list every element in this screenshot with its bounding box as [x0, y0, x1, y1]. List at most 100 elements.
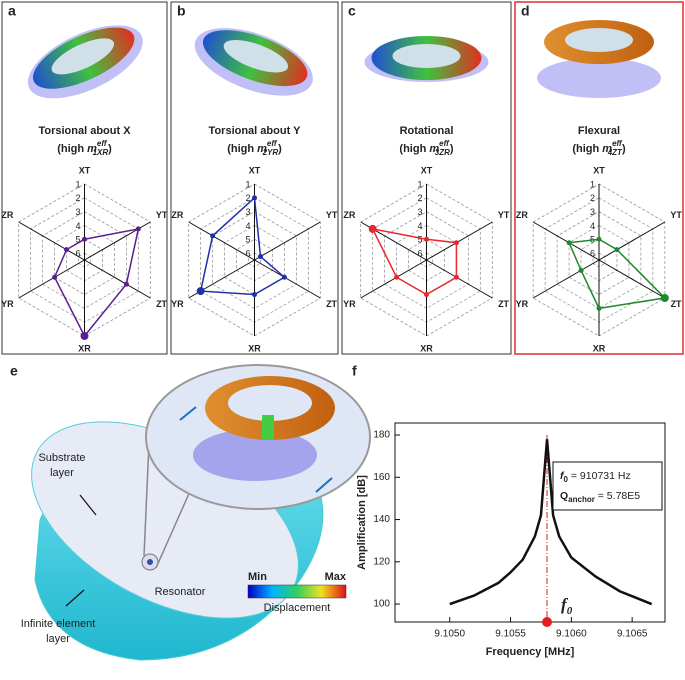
text-part: eff	[439, 139, 450, 148]
r-tick-label: 4	[245, 221, 250, 231]
radar-point	[368, 224, 377, 233]
r-tick-label: 6	[590, 248, 595, 258]
text-part: Torsional about Y	[209, 125, 302, 137]
panel-label: b	[177, 3, 186, 19]
radar-axis	[188, 221, 255, 261]
axis-label: XT	[593, 165, 605, 175]
y-tick-label: 120	[373, 556, 390, 567]
panel-label: f	[352, 363, 357, 379]
radar-axis	[426, 259, 493, 299]
radar-point	[252, 292, 257, 298]
y-axis-title: Amplification [dB]	[356, 475, 368, 570]
radar-point	[596, 236, 602, 242]
text-part: eff	[267, 139, 278, 148]
text-part: 0	[567, 605, 573, 617]
r-tick-label: 4	[590, 221, 595, 231]
radar-point	[453, 274, 459, 280]
text-part: )	[278, 143, 282, 155]
radar-point	[453, 240, 459, 246]
radar-point	[80, 332, 89, 340]
text-part: Rotational	[400, 125, 454, 137]
infinite-label: Infinite element	[21, 618, 96, 630]
r-tick-label: 1	[245, 179, 250, 189]
r-tick-label: 3	[590, 207, 595, 217]
ring-hole	[565, 28, 633, 52]
fem-model	[31, 364, 371, 661]
axis-label: YT	[156, 210, 168, 220]
ring-hole	[223, 40, 289, 73]
mode-note: (high meff 2YR)	[227, 139, 282, 157]
axis-label: YR	[516, 299, 529, 309]
radar-axis	[254, 221, 321, 261]
radar-point	[64, 247, 70, 253]
x-tick-label: 9.1055	[495, 629, 526, 640]
panel-frame	[170, 1, 339, 355]
radar-axis	[532, 221, 600, 261]
mode-title: Torsional about Y	[209, 125, 302, 137]
r-tick-label: 5	[75, 235, 80, 245]
r-tick-label: 3	[245, 207, 250, 217]
radar-point	[394, 274, 400, 280]
resonator-label: Resonator	[155, 586, 206, 598]
x-tick-label: 9.1065	[617, 629, 648, 640]
mode-title: Flexural	[578, 125, 620, 137]
panel-label: a	[8, 3, 16, 19]
r-tick-label: 4	[75, 221, 80, 231]
text-part: )	[622, 143, 626, 155]
y-tick-label: 160	[373, 472, 390, 483]
text-part: m	[429, 143, 439, 155]
axis-label: ZT	[671, 299, 682, 309]
text-part: Flexural	[578, 125, 620, 137]
radar-point	[257, 254, 263, 260]
radar-axis	[254, 259, 321, 299]
panel-label: c	[348, 3, 356, 19]
radar-axis	[426, 221, 493, 261]
ring-hole	[51, 38, 115, 75]
text-part: m	[602, 143, 612, 155]
radar-point	[82, 236, 87, 242]
annotation: Qanchor = 5.78E5	[560, 490, 640, 504]
axis-label: ZR	[516, 210, 528, 220]
annotation: f0 = 910731 Hz	[560, 470, 631, 484]
annotation-box	[552, 461, 663, 511]
text-part: eff	[612, 139, 623, 148]
radar-point	[123, 281, 129, 287]
mode-shape	[537, 20, 661, 98]
mode-shape	[27, 25, 143, 99]
panel-frame	[341, 1, 512, 355]
radar-point	[210, 233, 216, 239]
radar-axis	[84, 259, 151, 299]
axis-label: YR	[171, 299, 184, 309]
mode-shape	[364, 36, 489, 82]
text-part: eff	[97, 139, 108, 148]
r-tick-label: 3	[417, 207, 422, 217]
mode-note: (high meff 4ZT)	[572, 139, 626, 157]
axis-label: ZT	[498, 299, 509, 309]
text-part: (high	[399, 143, 429, 155]
text-part: Torsional about X	[38, 125, 131, 137]
radar-point	[596, 305, 602, 311]
r-tick-label: 1	[417, 179, 422, 189]
x-tick-label: 9.1050	[434, 629, 465, 640]
radar-point	[252, 195, 257, 201]
text-part: )	[108, 143, 112, 155]
radar-point	[614, 247, 620, 253]
text-part: = 910731 Hz	[568, 470, 631, 482]
text-part: f	[560, 470, 565, 482]
r-tick-label: 6	[75, 248, 80, 258]
x-tick-label: 9.1060	[556, 629, 587, 640]
r-tick-label: 1	[590, 179, 595, 189]
r-tick-label: 2	[417, 193, 422, 203]
substrate-label: Substrate	[38, 452, 85, 464]
colorbar-max: Max	[325, 571, 347, 583]
axis-label: XR	[78, 343, 91, 353]
text-part: Q	[560, 490, 568, 502]
marker-label: f0	[561, 595, 573, 617]
axis-label: YR	[1, 299, 14, 309]
axis-label: YR	[343, 299, 356, 309]
r-tick-label: 6	[417, 248, 422, 258]
x-axis-title: Frequency [MHz]	[486, 646, 575, 658]
axis-label: XT	[79, 165, 91, 175]
axis-label: XR	[248, 343, 261, 353]
